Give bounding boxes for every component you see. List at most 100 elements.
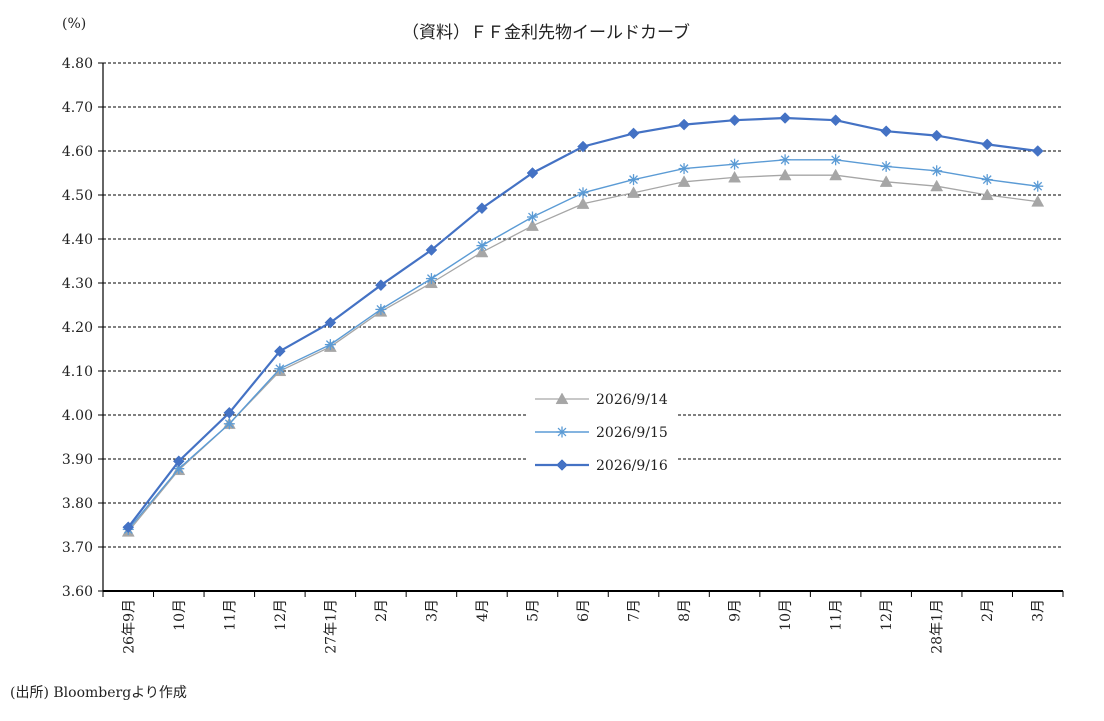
- data-point: [930, 129, 943, 142]
- y-tick-labels: 3.60 3.70 3.80 3.90 4.00 4.10 4.20 4.30 4.40 4.50…: [62, 56, 93, 600]
- data-point: [476, 202, 488, 215]
- legend-item: 2026/9/16: [535, 458, 668, 474]
- x-tick-label: 5月: [525, 599, 541, 622]
- data-point: [475, 245, 489, 258]
- yield-curve-chart: （資料）ＦＦ金利先物イールドカーブ (%) 3.60 3.70 3.80 3.90 4.…: [62, 16, 1064, 654]
- series-1: [121, 168, 1045, 537]
- data-point: [677, 175, 691, 187]
- data-point: [425, 244, 438, 256]
- data-point: [930, 179, 944, 192]
- data-point: [476, 240, 488, 252]
- data-point: [324, 339, 336, 351]
- data-point: [577, 140, 589, 153]
- data-point: [829, 168, 843, 181]
- legend-label: 2026/9/14: [596, 392, 668, 408]
- x-tick-label: 11月: [222, 599, 238, 631]
- x-tick-label: 2月: [374, 599, 390, 622]
- y-tick-label: 3.60: [62, 584, 93, 600]
- x-tick-label: 11月: [829, 599, 845, 631]
- chart-title: （資料）ＦＦ金利先物イールドカーブ: [402, 22, 690, 43]
- source-note: (出所) Bloombergより作成: [10, 685, 187, 701]
- data-point: [526, 219, 539, 231]
- data-point: [880, 125, 893, 138]
- x-tick-label: 9月: [728, 599, 744, 622]
- data-point: [425, 273, 437, 285]
- x-tick-label: 6月: [576, 599, 592, 622]
- data-point: [779, 112, 791, 124]
- y-tick-label: 3.80: [62, 496, 93, 512]
- x-tick-label: 8月: [677, 599, 693, 622]
- data-point: [678, 163, 690, 175]
- legend-background: [528, 380, 678, 480]
- y-tick-label: 4.80: [62, 56, 93, 72]
- legend-marker: [555, 392, 569, 405]
- data-point: [1031, 195, 1045, 207]
- data-point: [223, 418, 235, 430]
- data-point: [778, 168, 792, 181]
- legend-label: 2026/9/15: [596, 425, 668, 441]
- legend-item: 2026/9/14: [535, 392, 668, 408]
- legend-label: 2026/9/16: [596, 458, 668, 474]
- x-tick-label: 12月: [879, 599, 895, 631]
- x-tick-label: 27年1月: [323, 599, 339, 654]
- y-tick-label: 4.20: [62, 320, 93, 336]
- data-point: [273, 345, 286, 358]
- data-point: [628, 174, 640, 186]
- data-point: [577, 187, 589, 199]
- x-tick-labels: 26年9月 10月 11月 12月 27年1月 2月 3月 4月 5月 6月 7月 8月 9月 10月 11…: [121, 599, 1046, 654]
- series-lines: [121, 112, 1045, 537]
- data-point: [729, 158, 741, 170]
- x-tick-label: 10月: [778, 599, 794, 631]
- data-point: [931, 165, 943, 177]
- data-point: [223, 406, 236, 419]
- data-point: [879, 175, 893, 187]
- x-tick-label: 3月: [1031, 599, 1047, 622]
- y-axis-unit-label: (%): [62, 16, 86, 32]
- data-point: [880, 160, 892, 172]
- axes: [98, 62, 1064, 597]
- x-tick-label: 26年9月: [121, 599, 137, 654]
- data-point: [526, 211, 538, 223]
- legend-item: 2026/9/15: [535, 425, 668, 441]
- data-point: [375, 303, 387, 315]
- data-point: [375, 279, 387, 292]
- data-point: [526, 167, 539, 179]
- x-tick-label: 2月: [980, 599, 996, 622]
- x-tick-label: 3月: [424, 599, 440, 622]
- y-tick-label: 4.10: [62, 364, 93, 380]
- data-point: [324, 316, 337, 329]
- data-point: [627, 127, 640, 140]
- y-tick-label: 4.60: [62, 144, 93, 160]
- series-2: [122, 154, 1044, 535]
- data-point: [728, 170, 742, 183]
- data-point: [830, 154, 842, 166]
- data-point: [678, 118, 690, 131]
- data-point: [122, 521, 135, 534]
- y-tick-label: 3.70: [62, 540, 93, 556]
- y-tick-label: 4.30: [62, 276, 93, 292]
- x-tick-label: 28年1月: [930, 599, 946, 654]
- x-tick-label: 12月: [273, 599, 289, 631]
- y-tick-label: 4.70: [62, 100, 93, 116]
- y-tick-label: 4.00: [62, 408, 93, 424]
- x-tick-label: 4月: [475, 599, 491, 622]
- data-point: [981, 174, 993, 186]
- data-point: [981, 138, 994, 151]
- legend-marker: [556, 426, 568, 438]
- series-3: [122, 112, 1044, 534]
- data-point: [627, 186, 640, 198]
- data-point: [779, 154, 791, 166]
- legend: 2026/9/14 2026/9/15 2026/9/16: [528, 380, 678, 480]
- data-point: [576, 197, 590, 209]
- y-tick-label: 4.40: [62, 232, 93, 248]
- data-point: [1032, 180, 1044, 192]
- y-tick-label: 3.90: [62, 452, 93, 468]
- data-point: [980, 188, 994, 201]
- legend-marker: [556, 459, 568, 471]
- data-point: [829, 114, 842, 127]
- data-point: [728, 114, 741, 127]
- x-tick-label: 7月: [627, 599, 643, 622]
- data-point: [274, 363, 286, 375]
- data-point: [1031, 145, 1044, 157]
